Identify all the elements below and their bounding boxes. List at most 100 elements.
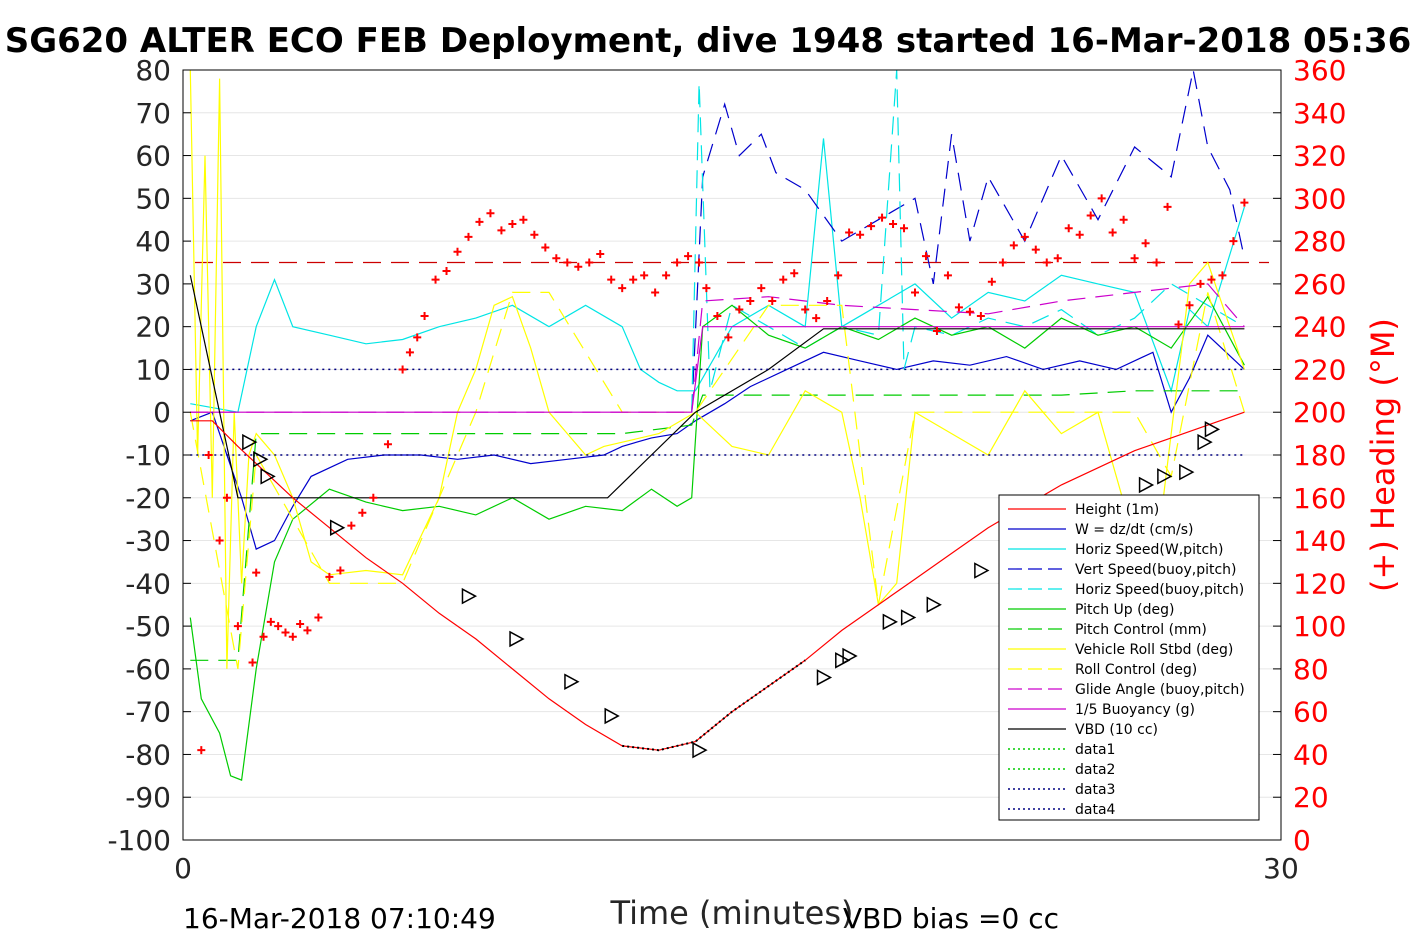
y-left-tick-label: 40: [135, 225, 171, 258]
y-right-tick-label: 300: [1293, 182, 1346, 215]
plot-markers: [197, 194, 1249, 759]
y-right-tick-label: 20: [1293, 781, 1329, 814]
heading-point: [812, 314, 821, 323]
heading-point: [662, 271, 671, 280]
y-left-tick-label: -30: [125, 525, 171, 558]
heading-point: [651, 288, 660, 297]
heading-point: [296, 619, 305, 628]
y-left-tick-label: -90: [125, 781, 171, 814]
y-right-tick-label: 160: [1293, 482, 1346, 515]
y-left-tick-label: -80: [125, 738, 171, 771]
heading-point: [596, 249, 605, 258]
direction-marker: [1157, 468, 1173, 485]
heading-point: [932, 326, 941, 335]
heading-point: [347, 521, 356, 530]
heading-point: [724, 333, 733, 342]
legend-label: Roll Control (deg): [1075, 662, 1197, 678]
direction-marker: [816, 669, 833, 686]
series-line-3: [691, 69, 1245, 413]
heading-point: [976, 311, 985, 320]
heading-point: [834, 271, 843, 280]
y-left-tick-label: -40: [125, 567, 171, 600]
heading-point: [1229, 237, 1238, 246]
heading-point: [684, 252, 693, 261]
legend-label: Horiz Speed(buoy,pitch): [1075, 582, 1244, 598]
y-right-tick-label: 120: [1293, 567, 1346, 600]
heading-point: [1031, 245, 1040, 254]
heading-point: [713, 311, 722, 320]
direction-marker: [900, 609, 917, 626]
y-left-tick-label: 50: [135, 182, 171, 215]
direction-marker: [604, 707, 620, 725]
y-right-tick-label: 180: [1293, 439, 1346, 472]
heading-point: [965, 307, 974, 316]
heading-point: [1152, 258, 1161, 267]
heading-point: [574, 262, 583, 271]
y-left-tick-label: -20: [125, 482, 171, 515]
heading-point: [541, 243, 550, 252]
y-axis-right-label: (+) Heading (°M): [1364, 318, 1402, 592]
series-line-2: [190, 138, 1245, 413]
heading-point: [420, 311, 429, 320]
heading-point: [369, 493, 378, 502]
direction-marker: [926, 596, 942, 613]
heading-point: [405, 348, 414, 357]
y-left-tick-label: 30: [135, 268, 171, 301]
direction-marker: [842, 647, 858, 665]
heading-point: [497, 226, 506, 235]
heading-point: [222, 493, 231, 502]
y-left-tick-label: -100: [107, 824, 171, 857]
heading-point: [1240, 198, 1249, 207]
y-left-tick-label: -50: [125, 610, 171, 643]
y-right-tick-label: 260: [1293, 268, 1346, 301]
footer-timestamp: 16-Mar-2018 07:10:49: [183, 902, 496, 935]
heading-point: [314, 613, 323, 622]
y-left-tick-label: 10: [135, 353, 171, 386]
direction-marker: [329, 519, 346, 536]
heading-point: [921, 252, 930, 261]
series-line-7: [189, 69, 1245, 669]
heading-point: [1075, 230, 1084, 239]
heading-point: [233, 622, 242, 631]
y-right-tick-label: 320: [1293, 140, 1346, 173]
x-tick-label: 0: [174, 852, 192, 885]
heading-point: [867, 222, 876, 231]
heading-point: [1218, 271, 1227, 280]
y-left-tick-label: -70: [125, 696, 171, 729]
heading-point: [629, 275, 638, 284]
heading-point: [911, 288, 919, 297]
heading-point: [845, 228, 854, 237]
heading-point: [1174, 320, 1183, 329]
y-right-tick-label: 340: [1293, 97, 1346, 130]
y-left-tick-label: -60: [125, 653, 171, 686]
direction-marker: [1138, 476, 1155, 494]
heading-point: [508, 220, 517, 228]
heading-point: [856, 230, 865, 239]
heading-point: [768, 297, 777, 305]
x-tick-label: 30: [1263, 852, 1299, 885]
heading-point: [252, 568, 261, 577]
direction-marker: [242, 433, 258, 451]
heading-point: [1108, 228, 1117, 237]
heading-point: [585, 258, 594, 267]
heading-point: [702, 284, 711, 293]
legend-label: Vehicle Roll Stbd (deg): [1075, 642, 1233, 658]
heading-point: [453, 247, 462, 256]
heading-point: [383, 440, 392, 449]
heading-point: [197, 746, 206, 755]
heading-point: [563, 258, 572, 267]
heading-point: [889, 220, 898, 228]
heading-point: [607, 275, 616, 284]
heading-point: [431, 275, 440, 284]
heading-point: [954, 303, 963, 312]
direction-marker: [882, 613, 898, 631]
heading-point: [779, 275, 788, 284]
series-line-6: [190, 390, 1245, 661]
direction-marker: [564, 673, 580, 690]
heading-point: [530, 230, 539, 239]
x-axis: 0 30: [174, 852, 1299, 885]
heading-point: [1086, 211, 1095, 220]
heading-point: [215, 536, 224, 545]
direction-marker: [260, 468, 276, 485]
series-line-1: [190, 334, 1245, 550]
